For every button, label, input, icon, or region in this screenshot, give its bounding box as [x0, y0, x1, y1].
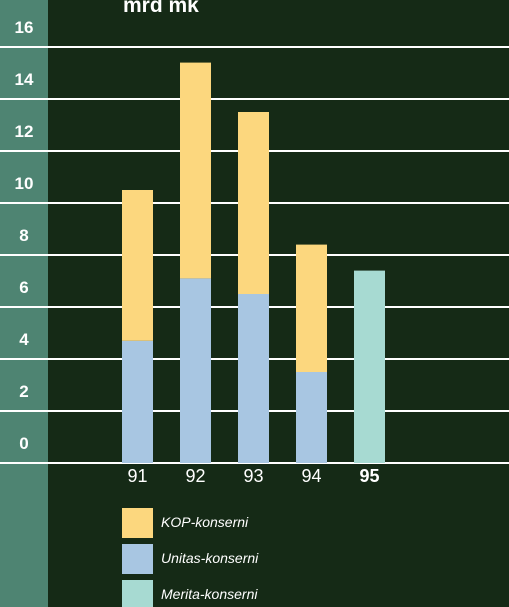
legend-swatch: [122, 580, 153, 607]
bar-unitas-konserni: [238, 294, 269, 463]
bar-kop-konserni: [180, 63, 211, 279]
legend-label: Merita-konserni: [161, 586, 258, 602]
legend-label: KOP-konserni: [161, 514, 249, 530]
x-tick-label: 91: [127, 466, 147, 486]
y-tick-label: 6: [19, 278, 28, 297]
y-tick-label: 2: [19, 382, 28, 401]
bar-unitas-konserni: [296, 372, 327, 463]
bar-kop-konserni: [238, 112, 269, 294]
bar-merita-konserni: [354, 271, 385, 463]
x-tick-label: 95: [359, 466, 379, 486]
bar-unitas-konserni: [180, 278, 211, 463]
y-tick-label: 16: [15, 18, 34, 37]
y-axis-band: [0, 0, 48, 607]
y-tick-label: 8: [19, 226, 28, 245]
legend: KOP-konserni Unitas-konserni Merita-konser…: [122, 508, 259, 607]
legend-label: Unitas-konserni: [161, 550, 259, 566]
x-tick-label: 93: [243, 466, 263, 486]
x-tick-label: 92: [185, 466, 205, 486]
y-tick-label: 12: [15, 122, 34, 141]
legend-swatch: [122, 508, 153, 538]
bar-kop-konserni: [296, 245, 327, 372]
y-tick-label: 14: [15, 70, 34, 89]
bar-kop-konserni: [122, 190, 153, 341]
y-tick-label: 10: [15, 174, 34, 193]
y-tick-label: 0: [19, 434, 28, 453]
chart-title: mrd mk: [123, 0, 199, 17]
bar-unitas-konserni: [122, 341, 153, 463]
y-tick-label: 4: [19, 330, 29, 349]
x-tick-label: 94: [301, 466, 321, 486]
legend-swatch: [122, 544, 153, 574]
